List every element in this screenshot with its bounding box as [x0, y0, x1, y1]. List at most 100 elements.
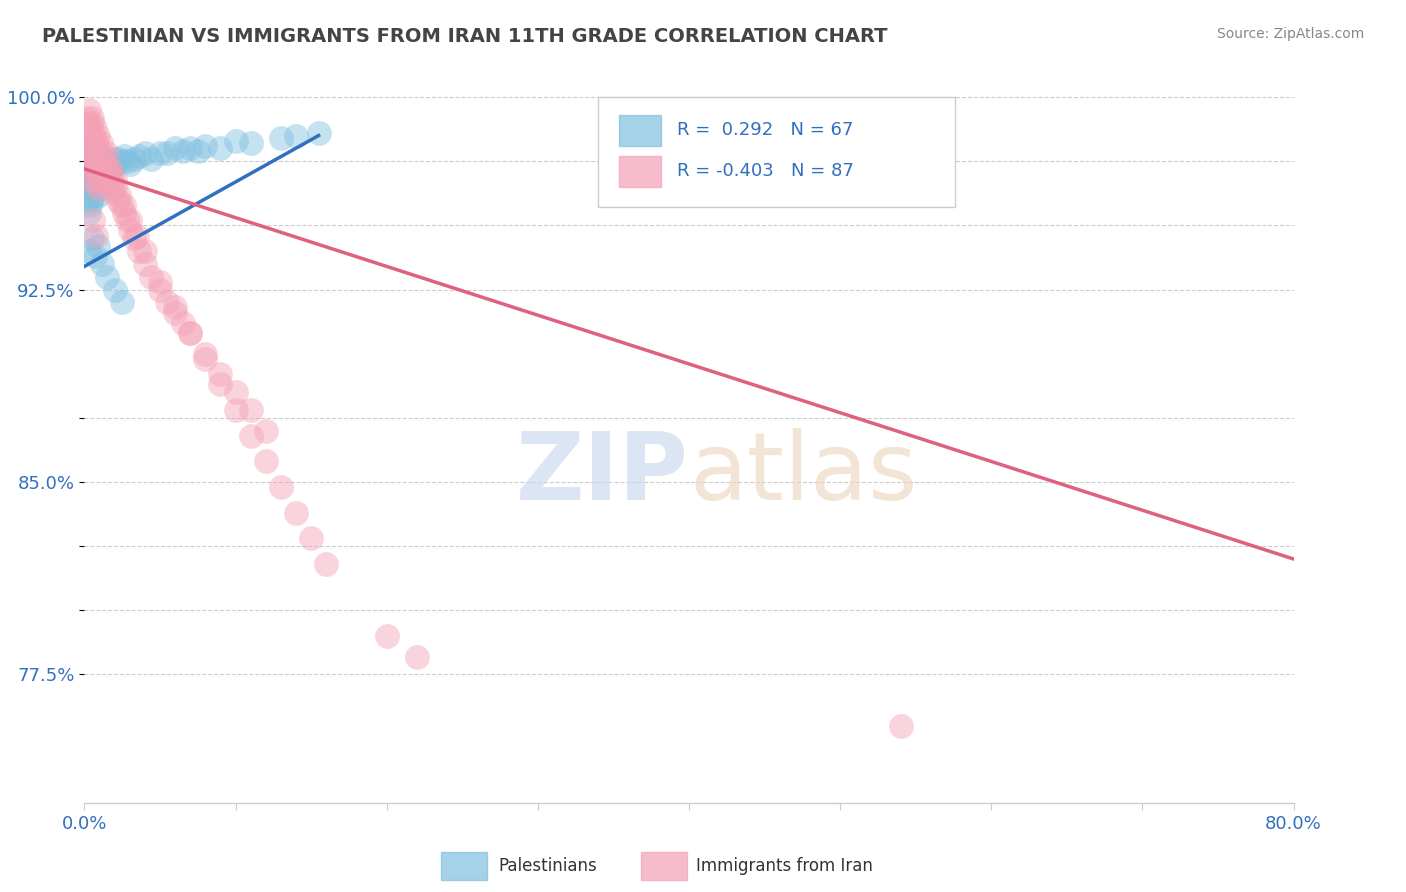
Point: [87, 146, 110, 161]
Point: [79, 120, 101, 135]
Point: [82, 146, 104, 161]
Point: [84, 120, 107, 135]
Point: [91, 172, 114, 186]
Text: Immigrants from Iran: Immigrants from Iran: [696, 856, 873, 875]
Point: [179, 326, 201, 340]
Point: [82, 128, 104, 143]
Point: [87, 239, 110, 253]
Point: [118, 213, 141, 227]
Point: [134, 146, 156, 161]
Point: [187, 144, 209, 158]
Point: [90, 154, 112, 169]
Point: [112, 198, 135, 212]
Point: [101, 185, 124, 199]
Point: [134, 257, 156, 271]
Point: [80, 134, 103, 148]
Point: [77, 103, 100, 117]
Point: [285, 128, 308, 143]
Point: [100, 161, 122, 176]
Point: [225, 385, 247, 400]
Point: [107, 193, 129, 207]
Point: [115, 213, 138, 227]
Point: [98, 161, 121, 176]
Point: [80, 154, 103, 169]
Point: [128, 149, 150, 163]
Point: [79, 136, 101, 151]
Point: [84, 141, 107, 155]
Point: [107, 152, 129, 166]
Point: [96, 269, 118, 284]
Point: [91, 161, 114, 176]
Point: [108, 187, 131, 202]
Point: [76, 172, 98, 186]
Point: [315, 557, 337, 571]
Point: [84, 182, 107, 196]
Point: [82, 141, 104, 155]
Point: [91, 257, 114, 271]
Point: [194, 138, 217, 153]
Point: [80, 231, 103, 245]
Point: [104, 157, 127, 171]
Text: PALESTINIAN VS IMMIGRANTS FROM IRAN 11TH GRADE CORRELATION CHART: PALESTINIAN VS IMMIGRANTS FROM IRAN 11TH…: [42, 27, 887, 45]
Text: Palestinians: Palestinians: [498, 856, 596, 875]
Point: [82, 187, 104, 202]
Point: [89, 146, 111, 161]
Point: [139, 152, 162, 166]
Point: [86, 154, 108, 169]
Point: [149, 283, 172, 297]
Point: [118, 157, 141, 171]
Point: [156, 146, 179, 161]
Point: [89, 161, 111, 176]
Point: [209, 368, 232, 382]
Bar: [619, 156, 661, 187]
Point: [93, 154, 115, 169]
Point: [80, 193, 103, 207]
Point: [179, 326, 201, 340]
Text: R = -0.403   N = 87: R = -0.403 N = 87: [676, 161, 853, 180]
Point: [86, 136, 108, 151]
FancyBboxPatch shape: [599, 97, 955, 207]
Point: [104, 283, 127, 297]
Point: [77, 205, 100, 219]
Point: [90, 179, 112, 194]
Point: [122, 231, 145, 245]
Point: [172, 316, 194, 330]
Point: [110, 198, 132, 212]
Point: [112, 205, 135, 219]
Point: [76, 128, 98, 143]
Point: [77, 154, 100, 169]
Point: [86, 134, 108, 148]
Point: [97, 167, 120, 181]
Point: [194, 351, 217, 366]
Point: [115, 154, 138, 169]
Point: [96, 172, 118, 186]
Point: [75, 116, 97, 130]
Point: [225, 403, 247, 417]
Point: [87, 172, 110, 186]
Text: Source: ZipAtlas.com: Source: ZipAtlas.com: [1216, 27, 1364, 41]
Point: [134, 244, 156, 258]
Point: [112, 149, 135, 163]
Point: [139, 269, 162, 284]
Point: [270, 131, 292, 145]
Point: [86, 154, 108, 169]
Point: [91, 146, 114, 161]
Point: [239, 136, 262, 151]
Point: [98, 179, 121, 194]
Point: [308, 126, 330, 140]
Point: [406, 649, 429, 664]
Point: [84, 141, 107, 155]
Point: [86, 228, 108, 243]
Point: [165, 301, 187, 315]
Point: [87, 167, 110, 181]
Point: [104, 172, 127, 186]
Point: [86, 178, 108, 192]
Point: [890, 719, 912, 733]
Point: [254, 454, 277, 468]
Point: [86, 178, 108, 192]
Point: [93, 172, 115, 186]
Point: [165, 141, 187, 155]
Point: [194, 346, 217, 360]
Point: [89, 187, 111, 202]
Point: [98, 157, 121, 171]
